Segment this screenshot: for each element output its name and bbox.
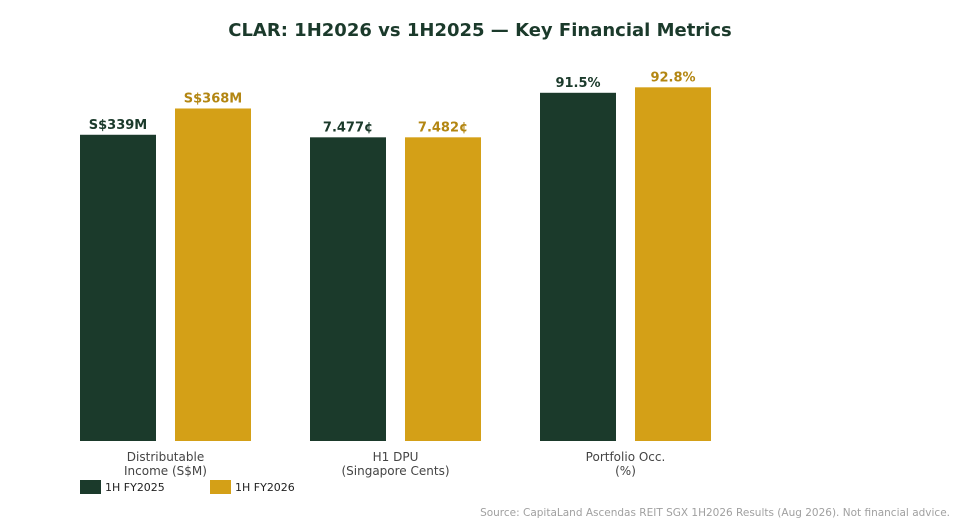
bar-fy2025-0 xyxy=(80,134,156,441)
value-label: 7.482¢ xyxy=(418,120,468,135)
value-label: 7.477¢ xyxy=(323,120,373,135)
chart-title: CLAR: 1H2026 vs 1H2025 — Key Financial M… xyxy=(228,20,731,41)
value-label: 92.8% xyxy=(650,70,695,85)
bar-fy2025-1 xyxy=(310,137,386,441)
bar-fy2026-1 xyxy=(405,137,481,441)
category-label: H1 DPU (Singapore Cents) xyxy=(341,450,449,478)
source-note: Source: CapitaLand Ascendas REIT SGX 1H2… xyxy=(480,507,950,519)
value-label: 91.5% xyxy=(555,76,600,91)
bar-group: S$339M 7.477¢ 91.5% S$368M 7.482¢ 92.8% Distri… xyxy=(80,70,711,478)
bar-fy2025-2 xyxy=(540,92,616,441)
legend-label: 1H FY2025 xyxy=(105,481,165,494)
value-label: S$368M xyxy=(184,91,242,106)
bar-fy2026-0 xyxy=(175,108,251,442)
legend-label: 1H FY2026 xyxy=(235,481,295,494)
bar-fy2026-2 xyxy=(635,87,711,441)
category-label: Distributable Income (S$M) xyxy=(124,450,207,478)
category-label: Portfolio Occ. (%) xyxy=(586,450,666,478)
legend: 1H FY2025 1H FY2026 xyxy=(80,480,295,494)
value-label: S$339M xyxy=(89,118,147,133)
legend-swatch xyxy=(210,480,231,494)
legend-swatch xyxy=(80,480,101,494)
